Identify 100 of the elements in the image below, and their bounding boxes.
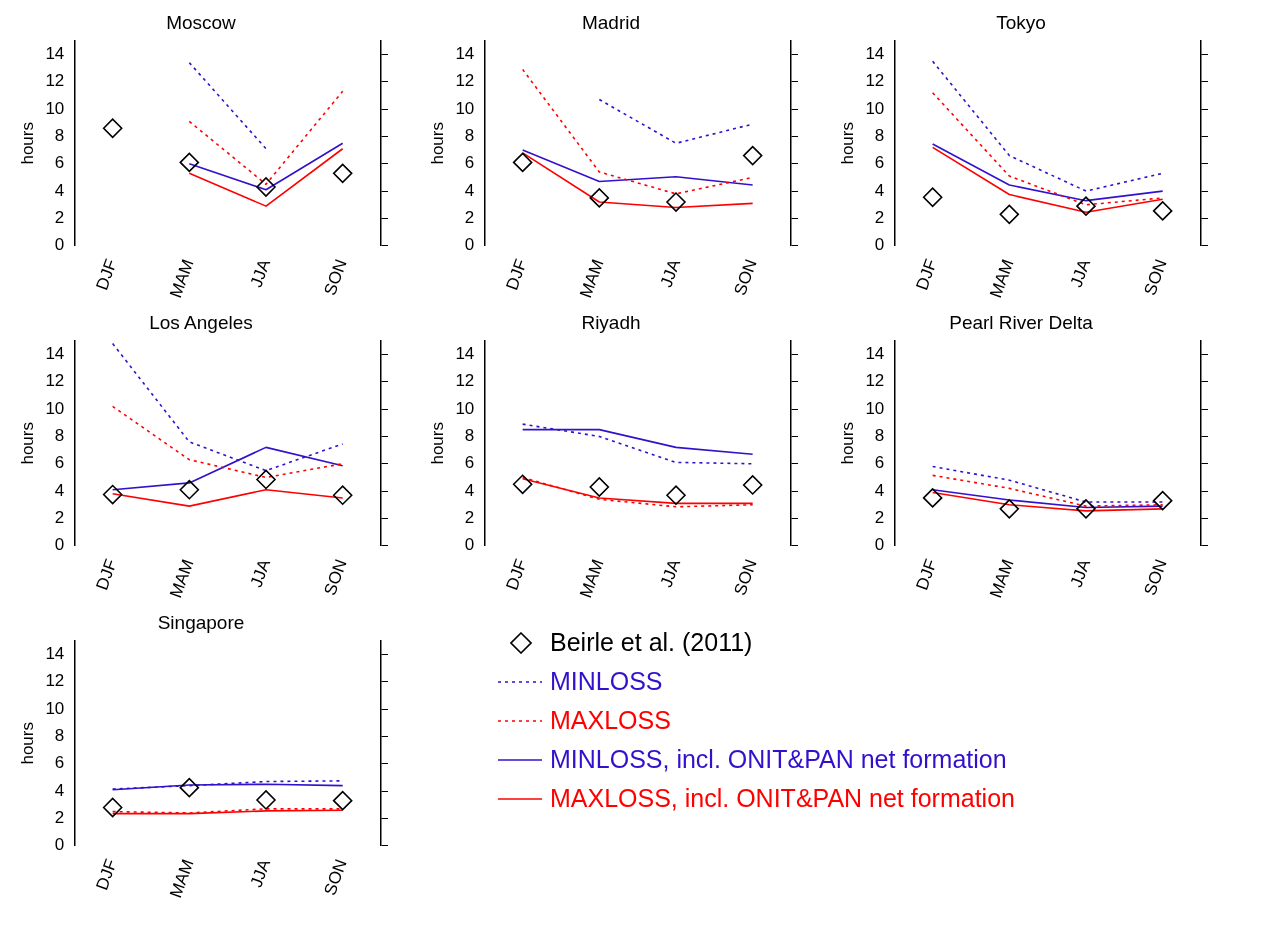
y-tick-label: 2 [874,208,885,228]
x-tick-label: MAM [576,556,608,601]
point [102,484,123,505]
chart-title: Tokyo [996,11,1046,33]
chart-title: Los Angeles [149,311,253,333]
y-tick-label: 12 [865,371,885,391]
x-tick-label: DJF [92,556,121,593]
point [922,187,943,208]
x-tick-label: MAM [986,256,1018,301]
y-tick-label: 10 [45,398,65,418]
chart-title: Madrid [581,11,641,33]
legend-label: Beirle et al. (2011) [550,628,753,657]
x-tick-label: JJA [1066,256,1095,290]
y-tick-label: 14 [865,344,885,364]
y-axis-title: hours [427,422,447,465]
point [332,485,353,505]
y-tick-label: 6 [54,453,65,473]
y-axis-title: hours [427,122,447,165]
x-tick-label: JJA [246,856,275,890]
point [742,145,763,166]
point [256,790,276,810]
chart-title: Riyadh [581,311,641,333]
y-tick-label: 6 [874,453,885,473]
y-tick-label: 4 [464,480,475,500]
y-tick-label: 12 [45,71,65,91]
point [179,777,200,798]
chart-title: Singapore [157,611,245,633]
y-tick-label: 0 [54,535,65,555]
y-tick-label: 2 [54,808,65,828]
y-tick-label: 8 [54,726,65,746]
y-tick-label: 10 [865,398,885,418]
y-tick-label: 14 [455,44,475,64]
y-tick-label: 0 [464,235,475,255]
y-tick-label: 10 [45,98,65,118]
y-axis-title: hours [17,422,37,465]
point [179,479,200,500]
y-tick-label: 0 [54,235,65,255]
point [256,469,276,490]
legend-label: MINLOSS [550,667,663,696]
y-tick-label: 4 [874,180,885,200]
legend-label: MAXLOSS, incl. ONIT&PAN net formation [550,784,1015,813]
y-tick-label: 8 [54,126,65,146]
x-tick-label: DJF [92,856,121,893]
point [1076,499,1096,519]
y-tick-label: 0 [874,535,885,555]
point [102,118,123,139]
point [666,192,686,212]
x-tick-label: SON [730,256,761,298]
y-tick-label: 8 [464,426,475,446]
y-tick-label: 14 [455,344,475,364]
line-series [521,423,754,465]
x-tick-label: JJA [656,556,685,590]
x-tick-label: MAM [986,556,1018,601]
x-tick-label: MAM [166,856,198,901]
y-tick-label: 8 [54,426,65,446]
y-axis-title: hours [837,422,857,465]
x-tick-label: SON [1140,256,1171,298]
y-tick-label: 12 [45,671,65,691]
point [332,163,353,184]
y-tick-label: 10 [865,98,885,118]
y-tick-label: 8 [464,126,475,146]
x-tick-label: SON [730,556,761,598]
y-tick-label: 8 [874,126,885,146]
point [332,790,353,811]
y-tick-label: 2 [54,508,65,528]
x-tick-label: MAM [166,256,198,301]
y-tick-label: 4 [874,480,885,500]
y-tick-label: 4 [464,180,475,200]
x-tick-label: DJF [502,556,531,593]
y-axis-title: hours [837,122,857,165]
point [999,204,1020,225]
x-tick-label: JJA [246,256,275,290]
y-tick-label: 10 [455,398,475,418]
x-tick-label: SON [320,256,351,298]
y-tick-label: 14 [45,644,65,664]
y-tick-label: 4 [54,480,65,500]
chart-title: Pearl River Delta [949,311,1094,333]
x-tick-label: JJA [1066,556,1095,590]
x-tick-label: JJA [656,256,685,290]
x-tick-label: MAM [576,256,608,301]
y-tick-label: 2 [464,208,475,228]
y-axis-title: hours [17,722,37,765]
x-tick-label: SON [1140,556,1171,598]
chart-title: Moscow [166,11,237,33]
y-tick-label: 2 [54,208,65,228]
y-tick-label: 0 [54,835,65,855]
x-tick-label: DJF [912,256,941,293]
y-tick-label: 14 [45,344,65,364]
y-tick-label: 6 [874,153,885,173]
line-series [931,60,1164,192]
y-tick-label: 10 [45,698,65,718]
point [179,152,200,173]
y-tick-label: 4 [54,780,65,800]
point [102,797,123,818]
y-tick-label: 6 [464,153,475,173]
y-tick-label: 12 [455,371,475,391]
x-tick-label: DJF [92,256,121,293]
y-tick-label: 14 [865,44,885,64]
point [512,152,533,173]
y-tick-label: 6 [54,753,65,773]
